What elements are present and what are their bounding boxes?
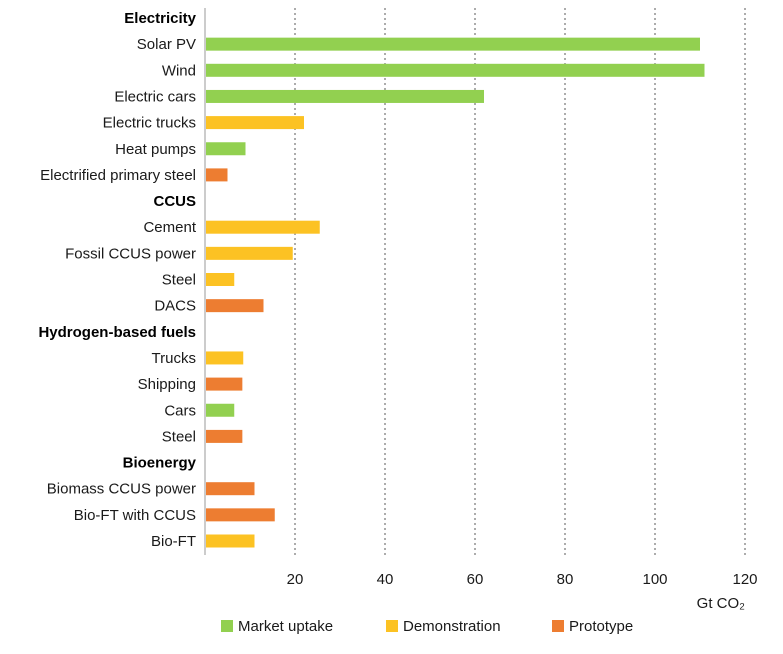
- category-label-bioenergy-bio-ft-with-ccus: Bio-FT with CCUS: [74, 507, 196, 524]
- x-tick-label-20: 20: [287, 571, 304, 588]
- bar-ccus-steel: [206, 273, 235, 286]
- bar-electricity-electrified-primary-steel: [206, 168, 228, 182]
- category-label-electricity-solar-pv: Solar PV: [137, 36, 196, 53]
- x-tick-label-120: 120: [732, 571, 757, 588]
- label-layer: Electricity Solar PV Wind Electric cars Elec…: [38, 10, 196, 550]
- bar-electricity-heat-pumps: [206, 142, 246, 156]
- x-tick-label-100: 100: [642, 571, 667, 588]
- category-label-ccus-steel: Steel: [162, 272, 196, 289]
- category-label-electricity-electrified-primary-steel: Electrified primary steel: [40, 167, 196, 184]
- bar-electricity-electric-cars: [206, 89, 484, 103]
- bar-hydrogen-based-fuels-cars: [206, 403, 235, 417]
- legend-swatch-prototype: [552, 620, 564, 632]
- unit-label: Gt CO₂: [697, 595, 746, 612]
- category-label-electricity-electric-trucks: Electric trucks: [103, 115, 196, 132]
- group-label-ccus: CCUS: [153, 193, 196, 210]
- legend-swatch-market-uptake: [221, 620, 233, 632]
- group-label-hydrogen-based-fuels: Hydrogen-based fuels: [38, 324, 196, 341]
- bar-electricity-solar-pv: [206, 37, 700, 51]
- x-tick-label-40: 40: [377, 571, 394, 588]
- category-label-bioenergy-biomass-ccus-power: Biomass CCUS power: [47, 481, 196, 498]
- category-label-electricity-wind: Wind: [162, 62, 196, 79]
- legend-layer: Market uptake Demonstration Prototype: [221, 618, 633, 635]
- bar-bioenergy-biomass-ccus-power: [206, 482, 255, 496]
- legend-label-market-uptake: Market uptake: [238, 618, 333, 635]
- bar-hydrogen-based-fuels-shipping: [206, 377, 243, 391]
- category-label-electricity-electric-cars: Electric cars: [114, 88, 196, 105]
- category-label-electricity-heat-pumps: Heat pumps: [115, 141, 196, 158]
- category-label-hydrogen-based-fuels-trucks: Trucks: [152, 350, 196, 367]
- legend-swatch-demonstration: [386, 620, 398, 632]
- category-label-ccus-fossil-ccus-power: Fossil CCUS power: [65, 245, 196, 262]
- bar-ccus-fossil-ccus-power: [206, 246, 293, 260]
- group-label-bioenergy: Bioenergy: [123, 455, 197, 472]
- axis-layer: 20 40 60 80 100 120 Gt CO₂: [204, 8, 758, 612]
- bar-electricity-wind: [206, 63, 705, 77]
- category-label-hydrogen-based-fuels-cars: Cars: [164, 402, 196, 419]
- x-tick-label-80: 80: [557, 571, 574, 588]
- x-tick-label-60: 60: [467, 571, 484, 588]
- category-label-hydrogen-based-fuels-steel: Steel: [162, 428, 196, 445]
- legend-label-prototype: Prototype: [569, 618, 633, 635]
- group-label-electricity: Electricity: [124, 10, 196, 27]
- bar-ccus-cement: [206, 220, 320, 234]
- bar-hydrogen-based-fuels-steel: [206, 429, 243, 443]
- category-label-bioenergy-bio-ft: Bio-FT: [151, 533, 196, 550]
- bar-bioenergy-bio-ft: [206, 534, 255, 548]
- category-label-ccus-dacs: DACS: [154, 298, 196, 315]
- legend-label-demonstration: Demonstration: [403, 618, 501, 635]
- bar-electricity-electric-trucks: [206, 116, 304, 130]
- category-label-ccus-cement: Cement: [143, 219, 196, 236]
- category-label-hydrogen-based-fuels-shipping: Shipping: [138, 376, 196, 393]
- bar-hydrogen-based-fuels-trucks: [206, 351, 244, 365]
- bar-bioenergy-bio-ft-with-ccus: [206, 508, 275, 522]
- bar-ccus-dacs: [206, 299, 264, 313]
- bar-layer: [206, 37, 705, 548]
